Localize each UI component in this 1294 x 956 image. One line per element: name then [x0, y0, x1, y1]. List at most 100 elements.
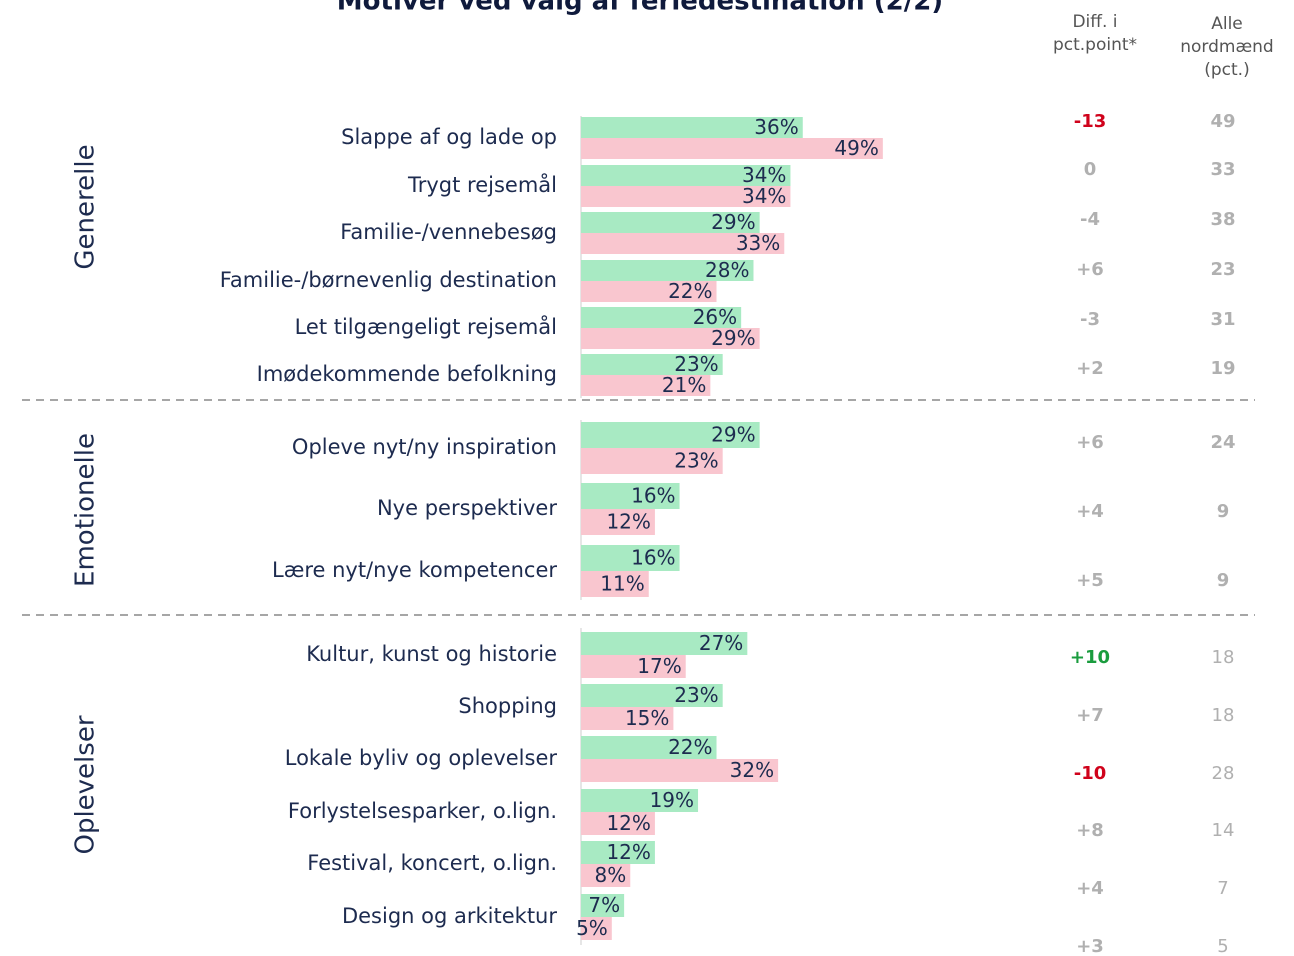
data-label: 36% — [754, 115, 798, 139]
bar — [581, 186, 791, 207]
bar — [581, 509, 655, 535]
data-label: 21% — [662, 373, 706, 397]
category-label: Opleve nyt/ny inspiration — [292, 435, 557, 459]
bar — [581, 812, 655, 835]
all-value: 23 — [1210, 259, 1235, 280]
data-label: 29% — [711, 423, 755, 447]
bar — [581, 841, 655, 864]
category-label: Trygt rejsemål — [407, 172, 557, 197]
bar — [581, 328, 760, 349]
all-value: 38 — [1210, 209, 1235, 230]
data-label: 29% — [711, 326, 755, 350]
data-label: 12% — [606, 510, 650, 534]
bar — [581, 894, 625, 917]
bar — [581, 632, 748, 655]
category-label: Familie-/børnevenlig destination — [220, 268, 557, 292]
data-label: 23% — [674, 449, 718, 473]
all-value: 9 — [1217, 501, 1230, 522]
all-value: 49 — [1210, 111, 1235, 132]
data-label: 8% — [595, 863, 627, 887]
all-value: 28 — [1212, 763, 1235, 784]
category-label: Familie-/vennebesøg — [340, 220, 557, 244]
diff-value: +6 — [1076, 432, 1104, 453]
data-label: 33% — [736, 231, 780, 255]
data-label: 11% — [600, 572, 644, 596]
diff-value: +3 — [1076, 936, 1104, 956]
bar — [581, 448, 723, 474]
bar — [581, 281, 717, 302]
data-label: 34% — [742, 163, 786, 187]
group-label: Oplevelser — [71, 715, 101, 854]
all-value: 24 — [1210, 432, 1235, 453]
data-label: 15% — [625, 706, 669, 730]
data-label: 29% — [711, 210, 755, 234]
chart-title: Motiver ved valg af feriedestination (2/… — [337, 0, 943, 17]
data-label: 17% — [637, 654, 681, 678]
bar — [581, 483, 680, 509]
data-label: 27% — [699, 631, 743, 655]
category-label: Forlystelsesparker, o.lign. — [288, 799, 557, 823]
diff-value: +6 — [1076, 259, 1104, 280]
all-value: 33 — [1210, 159, 1235, 180]
category-label: Slappe af og lade op — [341, 125, 557, 149]
category-label: Lære nyt/nye kompetencer — [272, 558, 557, 582]
data-label: 16% — [631, 546, 675, 570]
category-label: Lokale byliv og oplevelser — [285, 746, 558, 770]
data-label: 23% — [674, 683, 718, 707]
data-label: 28% — [705, 258, 749, 282]
category-label: Imødekommende befolkning — [257, 362, 557, 386]
diff-value: 0 — [1084, 159, 1097, 180]
bar — [581, 571, 649, 597]
diff-value: -3 — [1080, 309, 1100, 330]
diff-value: +4 — [1076, 501, 1104, 522]
diff-value: +5 — [1076, 570, 1104, 591]
data-label: 12% — [606, 840, 650, 864]
column-header: Alle nordmænd (pct.) — [1180, 14, 1273, 80]
bar — [581, 759, 779, 782]
data-label: 16% — [631, 484, 675, 508]
bar — [581, 422, 760, 448]
data-label: 23% — [674, 352, 718, 376]
data-label: 32% — [730, 758, 774, 782]
bar — [581, 864, 631, 887]
category-label: Shopping — [458, 694, 557, 718]
diff-value: +10 — [1070, 647, 1110, 668]
bar — [581, 655, 686, 678]
diff-value: +8 — [1076, 820, 1104, 841]
bar — [581, 138, 883, 159]
bar — [581, 260, 754, 281]
category-label: Festival, koncert, o.lign. — [307, 851, 557, 875]
data-label: 22% — [668, 735, 712, 759]
bar — [581, 375, 711, 396]
bar — [581, 684, 723, 707]
bar — [581, 354, 723, 375]
column-header: Diff. i pct.point* — [1053, 12, 1137, 55]
bar — [581, 917, 612, 940]
category-label: Kultur, kunst og historie — [306, 642, 557, 666]
data-label: 34% — [742, 184, 786, 208]
group-label: Generelle — [71, 144, 101, 269]
all-value: 5 — [1217, 936, 1228, 956]
bar — [581, 736, 717, 759]
all-value: 7 — [1217, 878, 1228, 899]
data-label: 12% — [606, 811, 650, 835]
diff-value: +7 — [1076, 705, 1104, 726]
diff-value: +2 — [1076, 358, 1104, 379]
diff-value: -4 — [1080, 209, 1100, 230]
bar — [581, 789, 699, 812]
data-label: 19% — [650, 788, 694, 812]
bar — [581, 212, 760, 233]
category-label: Nye perspektiver — [377, 496, 557, 520]
diff-value: -13 — [1074, 111, 1107, 132]
category-label: Let tilgængeligt rejsemål — [295, 314, 557, 339]
data-label: 49% — [834, 136, 878, 160]
data-label: 22% — [668, 279, 712, 303]
all-value: 19 — [1210, 358, 1235, 379]
diff-value: -10 — [1074, 763, 1107, 784]
all-value: 31 — [1210, 309, 1235, 330]
data-label: 5% — [576, 916, 608, 940]
all-value: 18 — [1212, 647, 1235, 668]
bar — [581, 165, 791, 186]
bar — [581, 707, 674, 730]
diff-value: +4 — [1076, 878, 1104, 899]
